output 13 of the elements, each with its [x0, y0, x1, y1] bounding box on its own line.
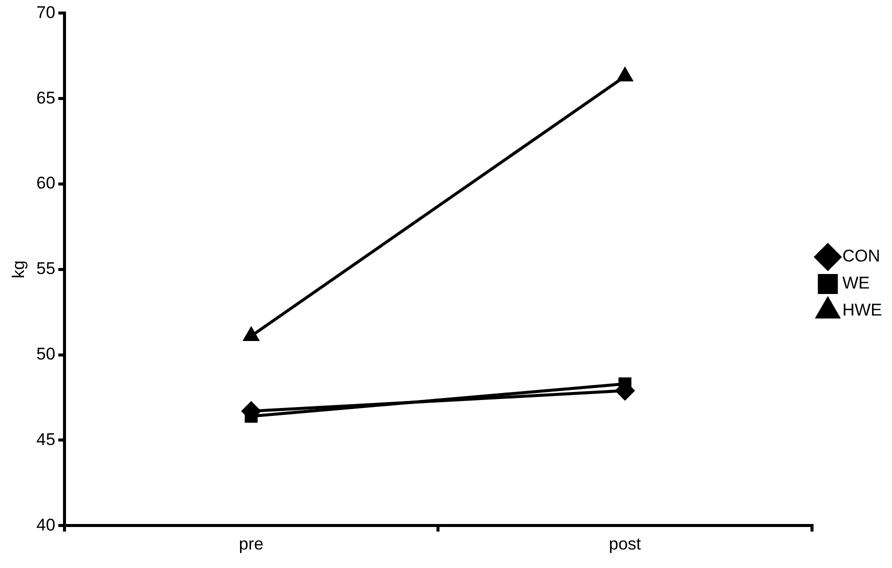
legend-label: CON: [842, 246, 880, 266]
y-tick-label: 60: [36, 174, 56, 193]
x-tick-label: post: [608, 534, 642, 554]
y-tick-label: 50: [36, 344, 56, 364]
y-tick-label: 65: [36, 88, 56, 108]
y-tick-label: 55: [36, 259, 56, 278]
legend-label: WE: [842, 274, 870, 293]
legend-label: HWE: [842, 300, 882, 320]
y-tick-label: 40: [36, 515, 56, 534]
x-tick-label: pre: [238, 534, 264, 554]
y-tick-label: 70: [36, 2, 56, 22]
y-axis-title: kg: [8, 260, 28, 278]
y-tick-label: 45: [36, 430, 56, 449]
